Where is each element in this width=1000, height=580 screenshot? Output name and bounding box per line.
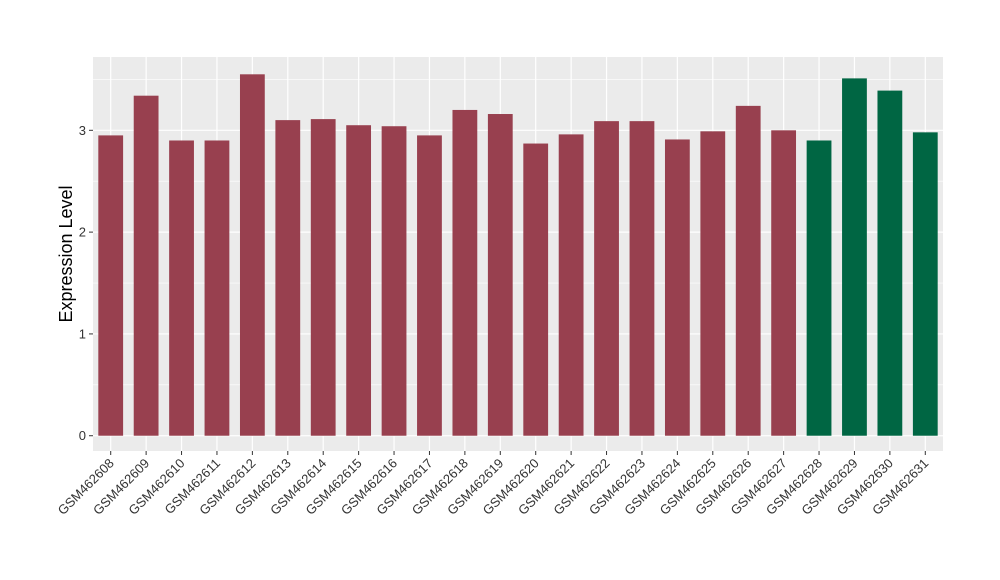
y-tick-label: 3 (79, 123, 86, 138)
bar-GSM462625 (700, 131, 726, 436)
bar-GSM462627 (771, 130, 797, 436)
bar-GSM462616 (381, 126, 407, 436)
plot-panel (93, 57, 943, 451)
bar-GSM462617 (417, 135, 442, 436)
x-axis: GSM462608GSM462609GSM462610GSM462611GSM4… (55, 451, 931, 518)
bars (98, 74, 938, 436)
bar-GSM462620 (523, 143, 549, 436)
bar-GSM462613 (275, 120, 301, 436)
bar-GSM462611 (204, 140, 230, 436)
bar-GSM462608 (98, 135, 124, 436)
y-tick-label: 1 (79, 326, 86, 341)
bar-GSM462614 (310, 119, 336, 436)
bar-GSM462623 (629, 121, 655, 436)
bar-GSM462628 (806, 140, 832, 436)
bar-GSM462609 (133, 95, 159, 436)
bar-GSM462621 (558, 134, 584, 436)
bar-GSM462615 (346, 125, 372, 436)
y-axis: 0 1 2 3 (79, 123, 93, 443)
minor-gridlines (93, 79, 943, 386)
bar-GSM462624 (664, 139, 690, 436)
bar-GSM462619 (487, 114, 513, 436)
bar-GSM462629 (842, 78, 867, 436)
bar-GSM462610 (169, 140, 194, 436)
bar-GSM462630 (877, 90, 903, 436)
bar-GSM462626 (735, 105, 761, 436)
bar-GSM462618 (452, 109, 478, 436)
bar-GSM462631 (912, 132, 938, 436)
bar-GSM462612 (239, 74, 265, 436)
bar-GSM462622 (594, 121, 619, 436)
y-axis-title: Expression Level (56, 185, 76, 322)
y-tick-label: 0 (79, 428, 86, 443)
y-tick-label: 2 (79, 225, 86, 240)
